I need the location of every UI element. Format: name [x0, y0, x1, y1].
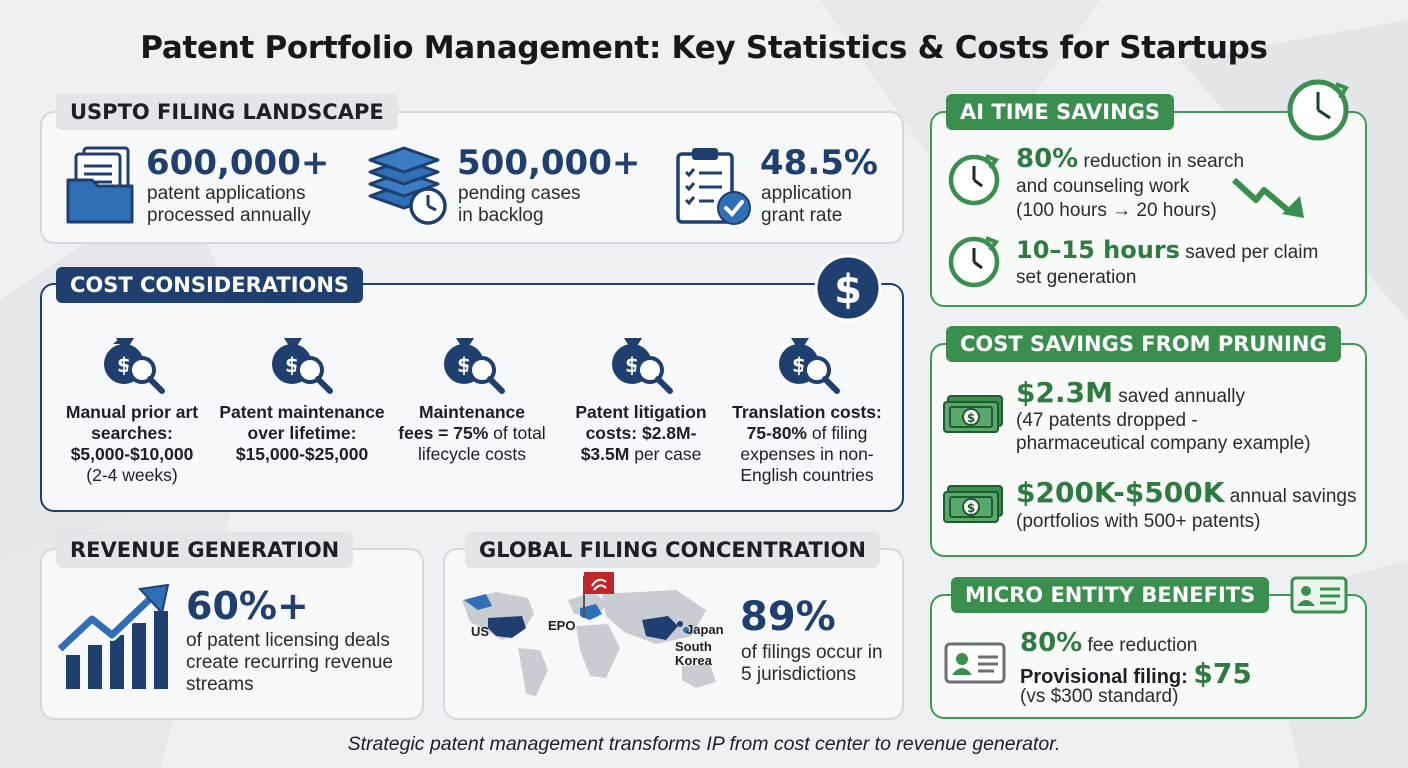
svg-text:$: $: [792, 353, 806, 377]
id-card-icon: [1290, 576, 1348, 614]
micro-line1: 80% fee reduction: [1020, 628, 1198, 658]
stacked-layers-clock-icon: [366, 144, 452, 228]
cash-bills-icon: $: [942, 484, 1004, 524]
uspto-value-3: 48.5%: [760, 143, 878, 183]
clock-refresh-icon: [946, 234, 1002, 290]
ai-item-2-line1: 10–15 hours saved per claim: [1016, 236, 1319, 264]
global-desc-1: of filings occur in: [741, 642, 883, 663]
money-bag-search-icon: $: [775, 330, 841, 394]
uspto-heading: USPTO FILING LANDSCAPE: [56, 94, 398, 130]
global-desc-2: 5 jurisdictions: [741, 664, 857, 685]
pruning-item-1-line1: $2.3M saved annually: [1016, 376, 1245, 409]
uspto-desc-1a: patent applications: [147, 183, 306, 204]
ai-item-1-line3: (100 hours → 20 hours): [1016, 200, 1217, 221]
svg-text:$: $: [625, 353, 639, 377]
clock-refresh-icon: [1286, 78, 1350, 142]
dollar-sign-icon: $: [814, 254, 882, 322]
svg-text:$: $: [967, 411, 975, 425]
cost-item-maintenance-lifetime: Patent maintenance over lifetime: $15,000-…: [219, 402, 385, 464]
cost-item-maintenance-fees: Maintenance fees = 75% of total lifecycle …: [398, 402, 546, 464]
pruning-item-1-line2: (47 patents dropped -: [1016, 410, 1198, 431]
world-map-icon: [456, 570, 728, 710]
money-bag-search-icon: $: [440, 330, 506, 394]
revenue-desc-3: streams: [186, 674, 254, 695]
revenue-value: 60%+: [186, 584, 309, 628]
map-label-japan: Japan: [686, 622, 724, 637]
revenue-desc-1: of patent licensing deals: [186, 630, 390, 651]
svg-text:$: $: [834, 267, 862, 313]
uspto-desc-1b: processed annually: [147, 205, 311, 226]
money-bag-search-icon: $: [268, 330, 334, 394]
money-bag-search-icon: $: [100, 330, 166, 394]
pruning-item-1-line3: pharmaceutical company example): [1016, 433, 1311, 454]
svg-text:$: $: [967, 501, 975, 515]
uspto-desc-2a: pending cases: [458, 183, 581, 204]
revenue-desc-2: create recurring revenue: [186, 652, 393, 673]
clock-refresh-icon: [946, 152, 1002, 208]
pruning-heading: COST SAVINGS FROM PRUNING: [946, 326, 1341, 362]
micro-line3: (vs $300 standard): [1020, 686, 1179, 707]
micro-line2: Provisional filing: $75: [1020, 657, 1252, 690]
revenue-heading: REVENUE GENERATION: [56, 532, 354, 568]
map-label-korea: Korea: [675, 653, 712, 668]
global-value: 89%: [740, 594, 836, 640]
cost-item-prior-art: Manual prior art searches: $5,000-$10,000(…: [65, 402, 199, 485]
map-label-us: US: [471, 624, 490, 639]
uspto-value-2: 500,000+: [457, 143, 641, 183]
growth-chart-arrow-icon: [58, 583, 172, 691]
global-heading: GLOBAL FILING CONCENTRATION: [465, 532, 881, 568]
pruning-item-2-line2: (portfolios with 500+ patents): [1016, 511, 1261, 532]
ai-item-1-line1: 80% reduction in search: [1016, 144, 1245, 174]
uspto-desc-3b: grant rate: [761, 205, 843, 226]
ai-item-2-line2: set generation: [1016, 267, 1137, 288]
cost-item-litigation: Patent litigation costs: $2.8M- $3.5M per …: [575, 402, 707, 464]
folder-documents-icon: [66, 146, 138, 226]
page-title: Patent Portfolio Management: Key Statist…: [140, 30, 1268, 66]
uspto-value-1: 600,000+: [146, 143, 330, 183]
money-bag-search-icon: $: [608, 330, 674, 394]
trend-down-arrow-icon: [1232, 174, 1310, 222]
micro-heading: MICRO ENTITY BENEFITS: [951, 577, 1270, 613]
ai-item-1-line2: and counseling work: [1016, 176, 1190, 197]
svg-text:$: $: [457, 353, 471, 377]
cost-heading: COST CONSIDERATIONS: [56, 267, 364, 303]
clipboard-checklist-icon: [674, 146, 754, 228]
footer-tagline: Strategic patent management transforms I…: [347, 733, 1061, 755]
ai-heading: AI TIME SAVINGS: [946, 94, 1175, 130]
id-card-icon: [944, 642, 1006, 684]
map-label-south: South: [675, 639, 712, 654]
pruning-item-2-line1: $200K-$500K annual savings: [1016, 476, 1357, 509]
cost-item-translation: Translation costs: 75-80% of filing expens…: [732, 402, 882, 485]
cash-bills-icon: $: [942, 394, 1004, 434]
uspto-desc-3a: application: [761, 183, 852, 204]
map-label-epo: EPO: [548, 618, 576, 633]
uspto-desc-2b: in backlog: [458, 205, 544, 226]
pruning-panel: [930, 343, 1367, 557]
